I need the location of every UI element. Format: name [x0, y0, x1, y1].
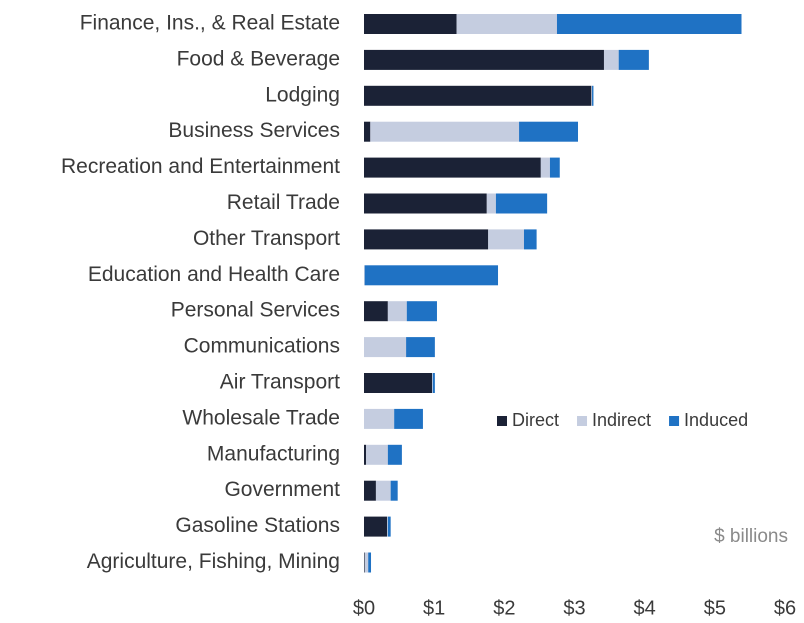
- bar-segment: [406, 301, 437, 322]
- bar-segment: [387, 516, 388, 537]
- legend-swatch: [669, 416, 680, 426]
- x-tick-label: $5: [704, 597, 726, 619]
- bar-segment: [540, 157, 550, 178]
- category-label: Recreation and Entertainment: [61, 155, 340, 178]
- bar-segment: [495, 193, 548, 214]
- category-label: Wholesale Trade: [182, 406, 340, 429]
- x-tick-label: $0: [353, 597, 375, 619]
- category-label: Gasoline Stations: [175, 514, 340, 537]
- bar-segment: [364, 373, 433, 393]
- legend-swatch: [497, 416, 507, 426]
- bar-segment: [519, 121, 579, 142]
- bar-segment: [364, 337, 407, 358]
- bar-segment: [364, 516, 388, 537]
- bar-segment: [364, 121, 371, 142]
- bar-segment: [364, 552, 365, 573]
- bar-segment: [364, 408, 395, 429]
- bar-segment: [592, 85, 594, 106]
- x-tick-label: $3: [563, 597, 585, 619]
- category-label: Retail Trade: [227, 191, 340, 214]
- bar-segment: [364, 157, 541, 178]
- bar-segment: [364, 444, 367, 465]
- bar-segment: [591, 85, 593, 106]
- legend-label: Indirect: [592, 410, 651, 430]
- bar-segment: [364, 49, 604, 70]
- bar-segment: [364, 552, 369, 573]
- category-label: Education and Health Care: [88, 263, 340, 286]
- bar-segment: [432, 373, 433, 393]
- category-label: Other Transport: [193, 227, 340, 250]
- bar-segment: [364, 85, 592, 106]
- bar-segment: [488, 229, 524, 250]
- bar-segment: [364, 193, 487, 214]
- bar-segment: [603, 49, 619, 70]
- bar-segment: [364, 265, 499, 286]
- bar-segment: [364, 14, 457, 34]
- category-label: Government: [224, 478, 340, 501]
- legend-swatch: [577, 416, 588, 426]
- category-label: Lodging: [265, 83, 340, 106]
- category-label: Air Transport: [220, 371, 340, 394]
- bar-segment: [368, 552, 372, 573]
- legend-label: Direct: [512, 410, 559, 430]
- category-label: Personal Services: [171, 299, 340, 322]
- bar-segment: [387, 444, 402, 465]
- bar-segment: [364, 301, 388, 322]
- legend-label: Induced: [684, 410, 748, 430]
- bar-segment: [387, 516, 391, 537]
- bar-segment: [370, 121, 520, 142]
- category-label: Agriculture, Fishing, Mining: [87, 550, 340, 573]
- x-tick-label: $4: [634, 597, 656, 619]
- category-label: Business Services: [168, 119, 340, 142]
- x-tick-label: $1: [423, 597, 445, 619]
- bar-segment: [387, 301, 407, 322]
- bar-segment: [556, 14, 742, 34]
- bar-segment: [364, 480, 376, 501]
- bar-segment: [432, 373, 435, 393]
- bar-segment: [486, 193, 496, 214]
- units-annotation: $ billions: [714, 526, 788, 547]
- bar-segment: [394, 408, 423, 429]
- bar-segment: [390, 480, 398, 501]
- bar-segment: [406, 337, 435, 358]
- bar-segment: [618, 49, 649, 70]
- category-label: Finance, Ins., & Real Estate: [80, 12, 340, 35]
- bar-segment: [523, 229, 537, 250]
- x-tick-label: $6: [774, 597, 796, 619]
- category-label: Manufacturing: [207, 442, 340, 465]
- category-label: Communications: [184, 335, 340, 358]
- bar-segment: [364, 229, 489, 250]
- bar-segment: [456, 14, 557, 34]
- bar-segment: [549, 157, 560, 178]
- bar-segment: [375, 480, 391, 501]
- x-tick-label: $2: [493, 597, 515, 619]
- bar-segment: [366, 444, 388, 465]
- category-label: Food & Beverage: [177, 47, 340, 70]
- bar-segment: [364, 265, 365, 286]
